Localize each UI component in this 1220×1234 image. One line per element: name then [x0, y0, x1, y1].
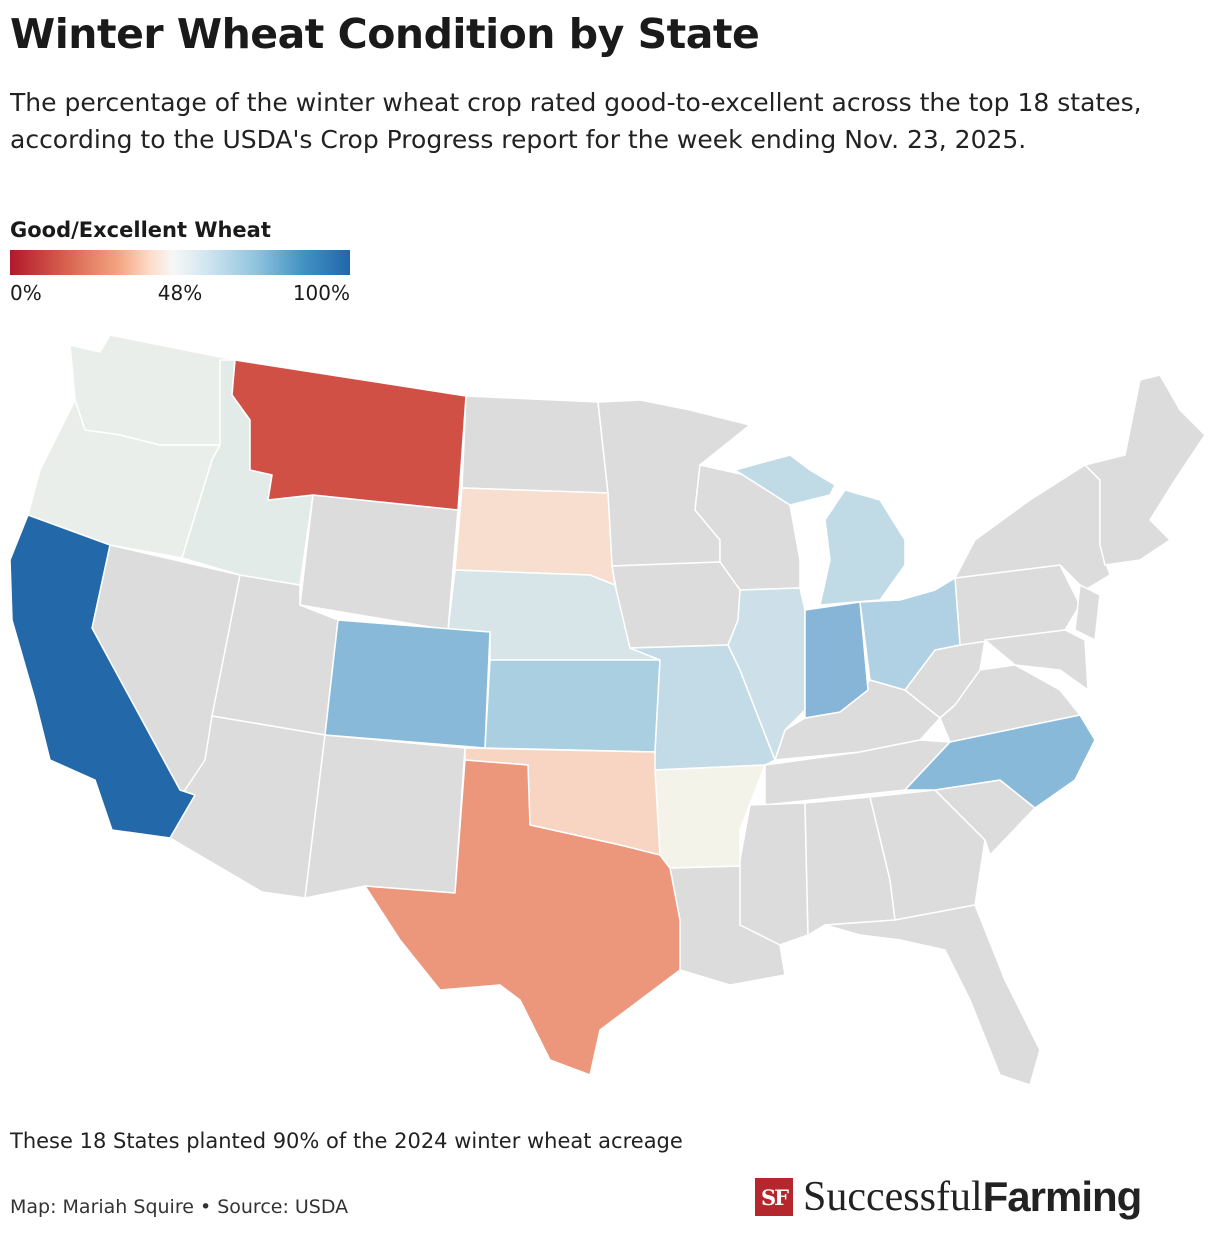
footnote: These 18 States planted 90% of the 2024 … — [10, 1129, 683, 1153]
legend-mid-label: 48% — [157, 281, 203, 305]
state-IN — [804, 601, 869, 719]
brand-logo-lockup: SF Successful Farming — [755, 1172, 1143, 1222]
state-MI — [734, 454, 906, 606]
legend-min-label: 0% — [10, 281, 42, 305]
legend-max-label: 100% — [292, 281, 350, 305]
state-TX — [364, 759, 681, 1076]
state-IL — [727, 587, 806, 761]
state-AR — [654, 764, 766, 869]
state-New-England — [1084, 374, 1206, 566]
state-MT — [231, 359, 467, 511]
legend-gradient-bar — [10, 250, 350, 275]
state-OH — [859, 577, 961, 691]
color-legend: Good/Excellent Wheat 0% 48% 100% — [10, 218, 350, 307]
state-ND — [461, 395, 609, 494]
sf-logo-icon: SF — [755, 1178, 793, 1216]
brand-name-regular: Successful — [803, 1174, 983, 1220]
state-WY — [299, 494, 459, 631]
state-NJ — [1074, 584, 1101, 641]
source-credit: Map: Mariah Squire • Source: USDA — [10, 1196, 349, 1218]
state-NC — [904, 714, 1096, 809]
state-CO — [324, 619, 491, 749]
state-MD-DE — [984, 629, 1089, 691]
us-state-map — [9, 334, 1206, 1086]
state-IA — [611, 561, 741, 649]
brand-name-bold: Farming — [982, 1173, 1143, 1220]
map-title: Winter Wheat Condition by State — [10, 10, 760, 58]
state-FL — [824, 904, 1041, 1086]
state-CA — [9, 514, 196, 839]
legend-title: Good/Excellent Wheat — [10, 218, 271, 242]
legend-ticks: 0% 48% 100% — [10, 281, 350, 307]
map-subtitle: The percentage of the winter wheat crop … — [10, 88, 1142, 154]
state-NM — [304, 734, 466, 899]
state-WA — [69, 334, 236, 446]
state-KS — [484, 659, 661, 753]
